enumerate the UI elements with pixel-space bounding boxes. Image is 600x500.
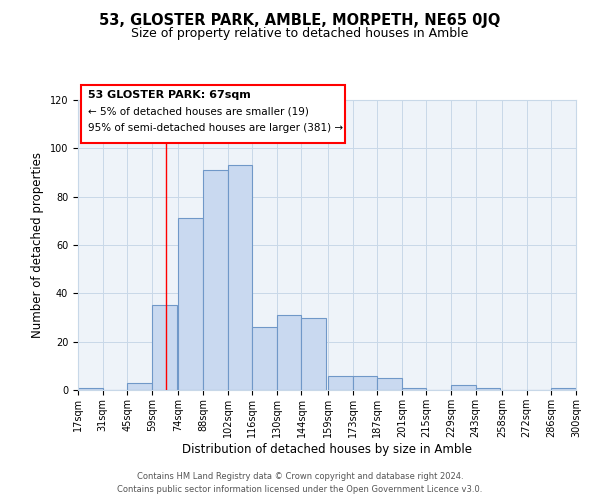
Bar — [277, 315, 301, 390]
Bar — [476, 388, 500, 390]
Bar — [78, 388, 103, 390]
Bar — [203, 170, 227, 390]
Text: ← 5% of detached houses are smaller (19): ← 5% of detached houses are smaller (19) — [88, 106, 309, 117]
Bar — [551, 388, 576, 390]
Bar — [451, 385, 476, 390]
Text: Size of property relative to detached houses in Amble: Size of property relative to detached ho… — [131, 28, 469, 40]
Bar — [152, 306, 176, 390]
Bar — [402, 388, 427, 390]
Bar — [377, 378, 402, 390]
Bar — [301, 318, 326, 390]
Bar — [328, 376, 353, 390]
Bar — [178, 218, 203, 390]
Text: Contains HM Land Registry data © Crown copyright and database right 2024.: Contains HM Land Registry data © Crown c… — [137, 472, 463, 481]
Bar — [227, 166, 252, 390]
Text: Contains public sector information licensed under the Open Government Licence v3: Contains public sector information licen… — [118, 485, 482, 494]
Y-axis label: Number of detached properties: Number of detached properties — [31, 152, 44, 338]
Text: 53, GLOSTER PARK, AMBLE, MORPETH, NE65 0JQ: 53, GLOSTER PARK, AMBLE, MORPETH, NE65 0… — [100, 12, 500, 28]
Text: 53 GLOSTER PARK: 67sqm: 53 GLOSTER PARK: 67sqm — [88, 90, 251, 100]
Text: 95% of semi-detached houses are larger (381) →: 95% of semi-detached houses are larger (… — [88, 123, 343, 133]
Bar — [353, 376, 377, 390]
Bar — [252, 327, 277, 390]
X-axis label: Distribution of detached houses by size in Amble: Distribution of detached houses by size … — [182, 442, 472, 456]
Bar — [127, 383, 152, 390]
